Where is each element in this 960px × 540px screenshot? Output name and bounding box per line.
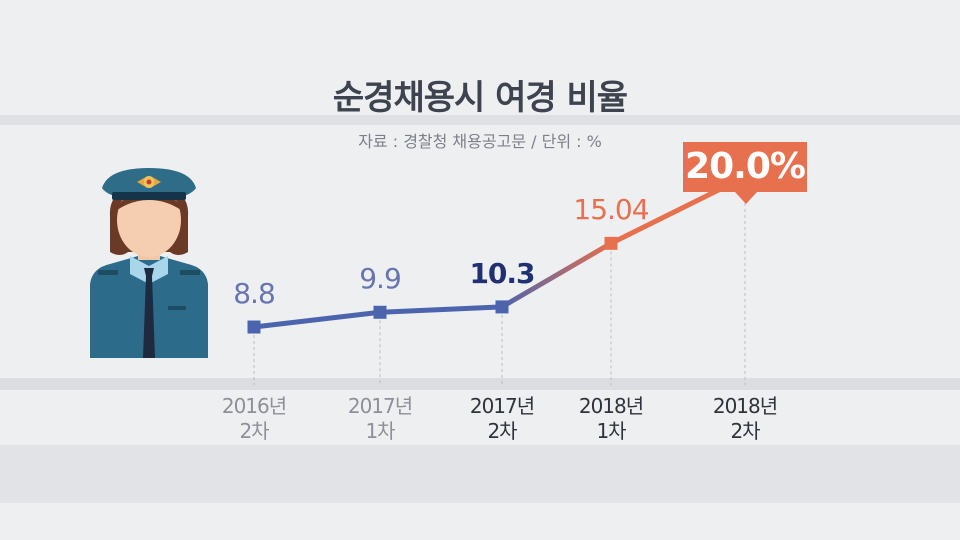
chart-title: 순경채용시 여경 비율 — [332, 78, 628, 118]
data-point-2 — [373, 305, 387, 319]
police-officer-icon — [90, 168, 208, 358]
data-label-3: 10.3 — [469, 256, 535, 290]
x-tick-label-1: 2016년 2차 — [199, 394, 309, 444]
x-tick-year: 2017년 — [469, 394, 535, 418]
x-tick-year: 2017년 — [347, 394, 413, 418]
data-label-1: 8.8 — [233, 277, 276, 311]
x-tick-label-3: 2017년 2차 — [447, 394, 557, 444]
x-tick-round: 2차 — [487, 419, 517, 443]
axis-band — [0, 378, 960, 390]
x-tick-year: 2018년 — [578, 394, 644, 418]
x-tick-round: 1차 — [596, 419, 626, 443]
x-tick-round: 2차 — [239, 419, 269, 443]
data-label-5: 20.0% — [685, 146, 806, 187]
x-tick-year: 2018년 — [712, 394, 778, 418]
series-segment-1 — [251, 309, 383, 330]
header-stripe — [0, 115, 960, 125]
x-tick-label-2: 2017년 1차 — [325, 394, 435, 444]
x-tick-year: 2016년 — [221, 394, 287, 418]
x-tick-round: 2차 — [730, 419, 760, 443]
series-segment-3 — [499, 240, 614, 310]
chart-source: 자료 : 경찰청 채용공고문 / 단위 : % — [358, 132, 602, 151]
footer-band — [0, 445, 960, 503]
highlight-badge: 20.0% — [683, 142, 807, 192]
series-segment-2 — [377, 304, 505, 315]
data-label-2: 9.9 — [359, 262, 402, 296]
x-tick-round: 1차 — [365, 419, 395, 443]
badge-pointer — [735, 192, 757, 204]
x-tick-label-5: 2018년 2차 — [690, 394, 800, 444]
data-label-4: 15.04 — [573, 193, 649, 227]
data-point-1 — [247, 320, 261, 334]
data-point-4 — [604, 236, 618, 250]
x-tick-label-4: 2018년 1차 — [556, 394, 666, 444]
data-point-3 — [495, 300, 509, 314]
